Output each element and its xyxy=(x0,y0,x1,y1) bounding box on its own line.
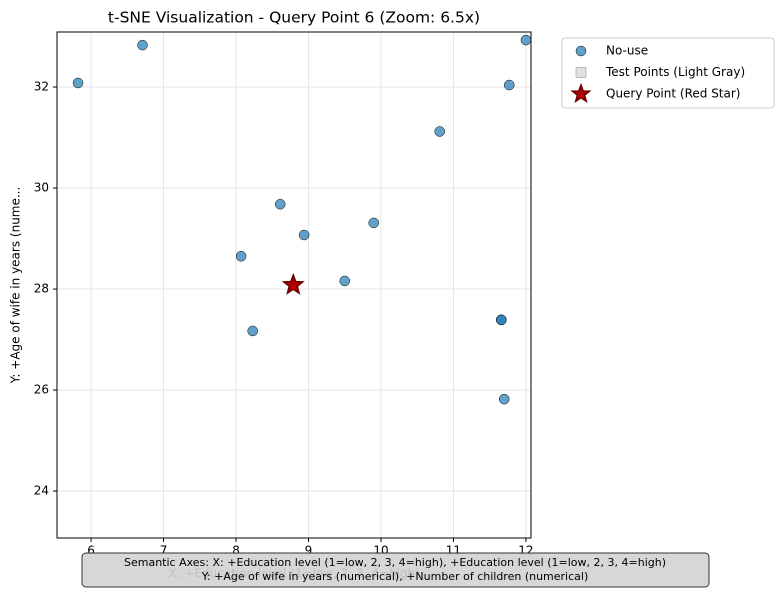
scatter-point xyxy=(72,77,84,89)
legend-marker xyxy=(570,82,592,104)
legend-label: Query Point (Red Star) xyxy=(606,87,740,101)
x-tick-label: 9 xyxy=(305,544,313,558)
scatter-point xyxy=(496,314,507,326)
y-tick-label: 30 xyxy=(34,181,49,195)
y-axis-label: Y: +Age of wife in years (nume... xyxy=(9,187,23,385)
x-tick-label: 8 xyxy=(232,544,240,558)
plot-frame xyxy=(56,31,532,539)
scatter-point xyxy=(235,250,247,262)
annotation-box xyxy=(81,552,710,588)
annotation-text: Semantic Axes: X: +Education level (1=lo… xyxy=(124,556,666,569)
legend-marker xyxy=(575,67,587,78)
y-tick-label: 26 xyxy=(34,383,49,397)
scatter-point xyxy=(339,275,350,287)
scatter-point xyxy=(274,198,286,210)
scatter-point xyxy=(298,229,310,241)
scatter-point xyxy=(434,126,445,137)
y-tick-label: 32 xyxy=(34,80,49,94)
annotation-text: Y: +Age of wife in years (numerical), +N… xyxy=(201,570,589,583)
query-star xyxy=(281,272,305,295)
scatter-point xyxy=(520,34,532,46)
legend-box xyxy=(561,37,775,109)
scatter-point xyxy=(137,39,148,51)
y-tick-label: 24 xyxy=(34,484,49,498)
scatter-point xyxy=(247,325,258,337)
x-tick-label: 7 xyxy=(160,544,168,558)
chart-title: t-SNE Visualization - Query Point 6 (Zoo… xyxy=(108,9,480,27)
legend-marker xyxy=(575,45,587,57)
legend-label: No-use xyxy=(606,44,648,58)
scatter-point xyxy=(498,393,510,405)
y-tick-label: 28 xyxy=(34,282,49,296)
scatter-point xyxy=(504,79,515,91)
scatter-point xyxy=(368,217,379,229)
legend-label: Test Points (Light Gray) xyxy=(605,65,745,79)
x-tick-label: 6 xyxy=(87,544,95,558)
